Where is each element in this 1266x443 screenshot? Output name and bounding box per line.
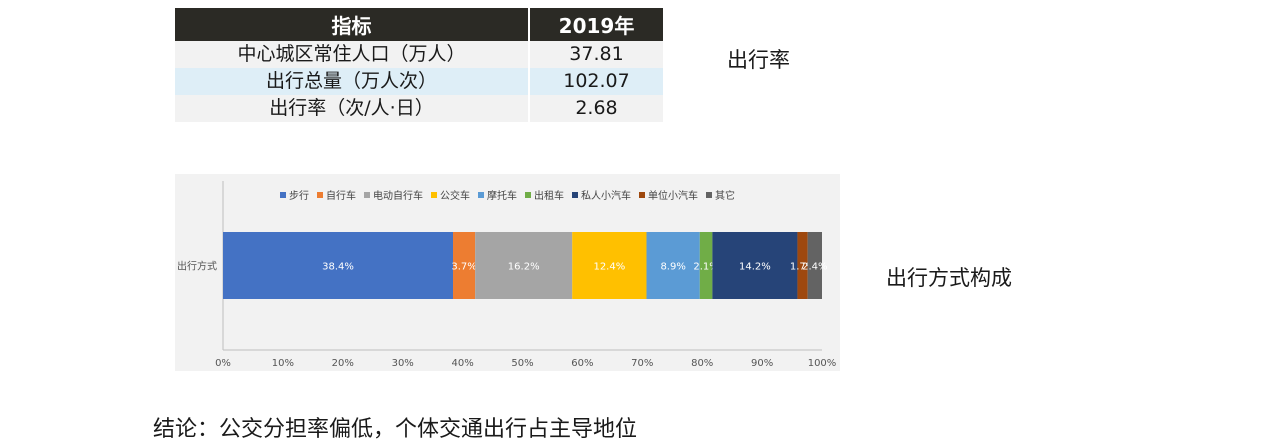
legend-label: 摩托车 [487,191,517,202]
row-value: 102.07 [528,68,663,95]
trip-rate-label: 出行率 [727,48,790,72]
legend-swatch [317,192,323,198]
data-label: 16.2% [508,262,540,273]
legend-label: 步行 [289,191,309,202]
legend-item: 公交车 [431,187,470,202]
x-tick-label: 40% [451,358,473,369]
x-tick-label: 0% [215,358,231,369]
mode-share-chart: 步行 自行车 电动自行车 公交车 摩托车 出租车 私人小汽车 单位小汽车 其它 出行方式 38.4… [175,174,840,371]
legend-item: 其它 [706,187,735,202]
data-label: 2.1% [693,262,718,273]
bar-segment [797,232,808,299]
legend-label: 电动自行车 [373,191,423,202]
x-tick-label: 20% [332,358,354,369]
legend-swatch [706,192,712,198]
chart-plot: 出行方式 38.4% 3.7% 16.2% 12.4% 8.9% 2.1% 14.2% 1.7%… [177,181,837,369]
legend-label: 其它 [715,191,735,202]
legend-swatch [639,192,645,198]
category-label: 出行方式 [177,260,217,273]
legend-swatch [572,192,578,198]
header-indicator: 指标 [175,8,529,41]
x-tick-label: 10% [272,358,294,369]
legend-label: 出租车 [534,191,564,202]
legend-label: 单位小汽车 [648,191,698,202]
legend-item: 出租车 [525,187,564,202]
x-tick-label: 30% [392,358,414,369]
data-label: 1.7% [790,262,815,273]
data-label: 14.2% [739,262,771,273]
x-tick-label: 100% [808,358,837,369]
bar-segment [699,232,713,299]
legend-label: 私人小汽车 [581,191,631,202]
x-tick-label: 60% [571,358,593,369]
legend-swatch [478,192,484,198]
table-row: 中心城区常住人口（万人） 37.81 [175,41,663,68]
legend-item: 步行 [280,187,309,202]
bar-segment [453,232,476,299]
legend-swatch [280,192,286,198]
row-value: 37.81 [528,41,663,68]
bar-segment [223,232,454,299]
table-header-row: 指标 2019年 [175,8,663,41]
table-row: 出行率（次/人·日） 2.68 [175,95,663,122]
legend-swatch [431,192,437,198]
row-label: 出行总量（万人次） [175,68,529,95]
chart-legend: 步行 自行车 电动自行车 公交车 摩托车 出租车 私人小汽车 单位小汽车 其它 [175,187,840,202]
header-year: 2019年 [528,8,663,41]
legend-item: 摩托车 [478,187,517,202]
mode-composition-label: 出行方式构成 [886,266,1012,290]
row-value: 2.68 [528,95,663,122]
legend-swatch [525,192,531,198]
legend-swatch [364,192,370,198]
data-label: 2.4% [802,262,827,273]
bar-segment [475,232,573,299]
x-tick-label: 90% [751,358,773,369]
x-tick-label: 50% [511,358,533,369]
bar-segment [572,232,647,299]
legend-label: 公交车 [440,191,470,202]
indicator-table: 指标 2019年 中心城区常住人口（万人） 37.81 出行总量（万人次） 10… [175,8,663,122]
row-label: 出行率（次/人·日） [175,95,529,122]
row-label: 中心城区常住人口（万人） [175,41,529,68]
data-label: 38.4% [322,262,354,273]
conclusion-text: 结论：公交分担率偏低，个体交通出行占主导地位 [153,417,638,442]
bar-segment [807,232,822,299]
bar-segment [712,232,798,299]
legend-label: 自行车 [326,191,356,202]
legend-item: 自行车 [317,187,356,202]
legend-item: 私人小汽车 [572,187,631,202]
data-label: 8.9% [660,262,685,273]
legend-item: 电动自行车 [364,187,423,202]
x-tick-label: 70% [631,358,653,369]
x-tick-label: 80% [691,358,713,369]
table-row: 出行总量（万人次） 102.07 [175,68,663,95]
legend-item: 单位小汽车 [639,187,698,202]
bar-segment [646,232,700,299]
data-label: 12.4% [593,262,625,273]
data-label: 3.7% [451,262,476,273]
